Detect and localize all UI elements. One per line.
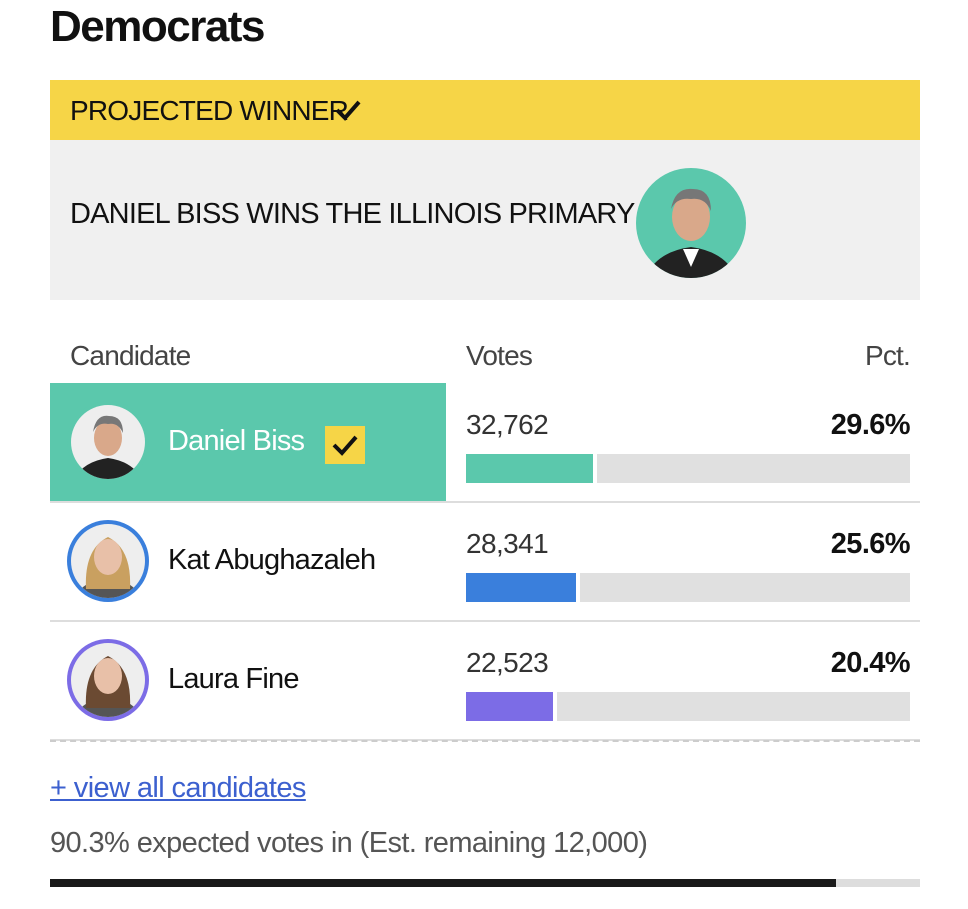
reporting-text: 90.3% expected votes in (Est. remaining …: [50, 827, 648, 860]
pct-bar: [466, 454, 598, 483]
vote-count: 28,341: [466, 528, 549, 559]
result-row: Laura Fine 22,523 20.4%: [50, 621, 920, 741]
result-row: Daniel Biss 32,762 29.6%: [50, 383, 920, 503]
reporting-pct: 90.3%: [50, 827, 130, 859]
candidate-name: Kat Abughazaleh: [168, 544, 376, 576]
bar-track: [466, 573, 910, 602]
candidate-name: Laura Fine: [168, 663, 299, 695]
vote-count: 32,762: [466, 409, 549, 440]
vote-pct: 20.4%: [830, 647, 911, 679]
bar-track: [466, 454, 910, 483]
candidate-photo: [67, 639, 149, 721]
candidate-name: Daniel Biss: [168, 425, 305, 457]
projection-band: PROJECTED WINNER: [50, 80, 920, 140]
projection-label: PROJECTED WINNER: [70, 95, 349, 126]
column-header: Pct.: [864, 340, 911, 371]
pct-bar: [466, 573, 580, 602]
candidate-photo: [67, 401, 149, 483]
vote-count: 22,523: [466, 647, 549, 678]
column-header: Votes: [466, 340, 533, 371]
reporting-bar: [50, 879, 836, 887]
view-all-link[interactable]: + view all candidates: [50, 772, 306, 804]
reporting-track: [50, 879, 920, 887]
candidate-photo: [67, 520, 149, 602]
title: Democrats: [50, 2, 265, 51]
reporting-note: expected votes in (Est. remaining 12,000…: [136, 827, 648, 859]
headline: DANIEL BISS WINS THE ILLINOIS PRIMARY: [70, 198, 635, 230]
check-icon: [335, 100, 361, 121]
projection-box: DANIEL BISS WINS THE ILLINOIS PRIMARY: [50, 140, 920, 300]
bar-track: [466, 692, 910, 721]
result-row: Kat Abughazaleh 28,341 25.6%: [50, 502, 920, 622]
vote-pct: 29.6%: [830, 409, 911, 441]
winner-photo: [636, 168, 746, 278]
pct-bar: [466, 692, 557, 721]
column-header: Candidate: [70, 340, 191, 371]
winner-check: [325, 426, 365, 464]
divider: [50, 740, 920, 742]
vote-pct: 25.6%: [830, 528, 911, 560]
